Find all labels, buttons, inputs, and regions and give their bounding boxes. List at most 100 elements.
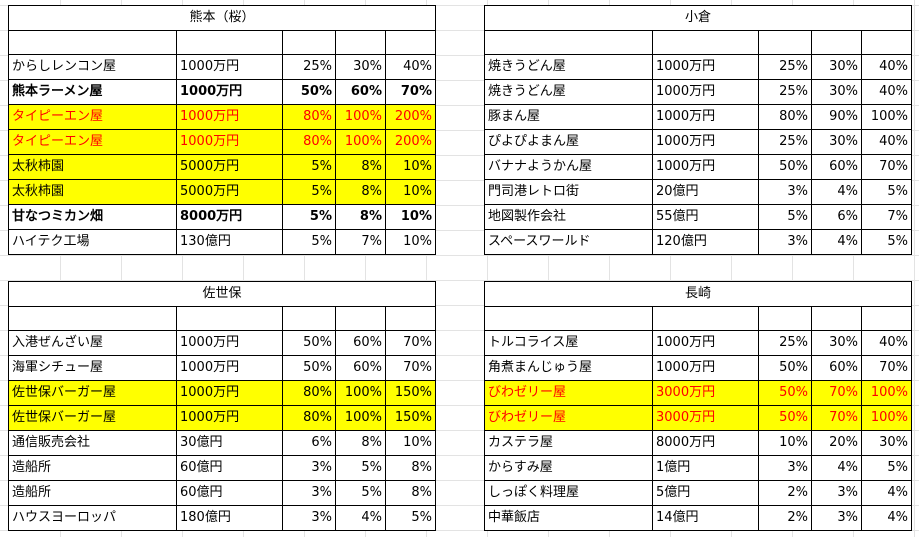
price-cell[interactable]: 30億円 [176,430,283,456]
rate-cell[interactable]: 8% [335,430,386,456]
shop-name-cell[interactable]: からしレンコン屋 [8,54,177,80]
rate-cell[interactable]: 5% [335,480,386,506]
price-cell[interactable]: 1000万円 [176,104,283,130]
cell[interactable] [385,306,436,331]
rate-cell[interactable]: 30% [335,54,386,80]
shop-name-cell[interactable]: タイピーエン屋 [8,129,177,155]
rate-cell[interactable]: 200% [385,129,436,155]
cell[interactable] [176,306,283,331]
price-cell[interactable]: 60億円 [176,480,283,506]
shop-name-cell[interactable]: 佐世保バーガー屋 [8,405,177,431]
cell[interactable] [758,306,812,331]
rate-cell[interactable]: 25% [758,129,812,155]
cell[interactable] [282,306,336,331]
price-cell[interactable]: 130億円 [176,229,283,255]
rate-cell[interactable]: 2% [758,505,812,531]
rate-cell[interactable]: 2% [758,480,812,506]
rate-cell[interactable]: 70% [811,405,862,431]
rate-cell[interactable]: 3% [811,480,862,506]
rate-cell[interactable]: 50% [758,380,812,406]
price-cell[interactable]: 20億円 [652,179,759,205]
rate-cell[interactable]: 50% [282,330,336,356]
shop-name-cell[interactable]: 門司港レトロ街 [484,179,653,205]
rate-cell[interactable]: 40% [861,129,912,155]
price-cell[interactable]: 1億円 [652,455,759,481]
rate-cell[interactable]: 5% [282,179,336,205]
cell[interactable] [811,30,862,55]
shop-name-cell[interactable]: しっぽく料理屋 [484,480,653,506]
cell[interactable] [385,30,436,55]
price-cell[interactable]: 60億円 [176,455,283,481]
rate-cell[interactable]: 8% [335,179,386,205]
price-cell[interactable]: 1000万円 [652,330,759,356]
rate-cell[interactable]: 5% [282,204,336,230]
rate-cell[interactable]: 70% [385,330,436,356]
price-cell[interactable]: 8000万円 [652,430,759,456]
rate-cell[interactable]: 5% [861,229,912,255]
rate-cell[interactable]: 4% [861,505,912,531]
rate-cell[interactable]: 50% [282,79,336,105]
price-cell[interactable]: 1000万円 [652,79,759,105]
rate-cell[interactable]: 100% [861,405,912,431]
cell[interactable] [8,306,177,331]
rate-cell[interactable]: 70% [385,79,436,105]
cell[interactable] [484,306,653,331]
rate-cell[interactable]: 100% [335,129,386,155]
rate-cell[interactable]: 8% [385,480,436,506]
rate-cell[interactable]: 100% [861,104,912,130]
rate-cell[interactable]: 40% [861,54,912,80]
rate-cell[interactable]: 30% [861,430,912,456]
rate-cell[interactable]: 60% [335,79,386,105]
shop-name-cell[interactable]: 太秋柿園 [8,179,177,205]
rate-cell[interactable]: 50% [758,154,812,180]
shop-name-cell[interactable]: スペースワールド [484,229,653,255]
rate-cell[interactable]: 8% [335,154,386,180]
rate-cell[interactable]: 150% [385,380,436,406]
shop-name-cell[interactable]: びわゼリー屋 [484,405,653,431]
shop-name-cell[interactable]: からすみ屋 [484,455,653,481]
shop-name-cell[interactable]: 通信販売会社 [8,430,177,456]
rate-cell[interactable]: 3% [758,229,812,255]
price-cell[interactable]: 1000万円 [652,104,759,130]
rate-cell[interactable]: 70% [861,154,912,180]
rate-cell[interactable]: 4% [811,229,862,255]
rate-cell[interactable]: 5% [282,229,336,255]
price-cell[interactable]: 1000万円 [652,154,759,180]
rate-cell[interactable]: 70% [811,380,862,406]
rate-cell[interactable]: 3% [758,455,812,481]
price-cell[interactable]: 8000万円 [176,204,283,230]
rate-cell[interactable]: 5% [282,154,336,180]
shop-name-cell[interactable]: 中華飯店 [484,505,653,531]
shop-name-cell[interactable]: びわゼリー屋 [484,380,653,406]
rate-cell[interactable]: 60% [335,330,386,356]
price-cell[interactable]: 5億円 [652,480,759,506]
rate-cell[interactable]: 40% [385,54,436,80]
rate-cell[interactable]: 80% [282,405,336,431]
rate-cell[interactable]: 10% [385,430,436,456]
cell[interactable] [335,30,386,55]
shop-name-cell[interactable]: 太秋柿園 [8,154,177,180]
rate-cell[interactable]: 50% [758,405,812,431]
rate-cell[interactable]: 3% [282,455,336,481]
price-cell[interactable]: 1000万円 [176,380,283,406]
rate-cell[interactable]: 5% [385,505,436,531]
price-cell[interactable]: 120億円 [652,229,759,255]
rate-cell[interactable]: 3% [282,505,336,531]
rate-cell[interactable]: 100% [335,104,386,130]
rate-cell[interactable]: 30% [811,54,862,80]
rate-cell[interactable]: 25% [758,79,812,105]
rate-cell[interactable]: 6% [282,430,336,456]
shop-name-cell[interactable]: タイピーエン屋 [8,104,177,130]
rate-cell[interactable]: 25% [758,54,812,80]
rate-cell[interactable]: 30% [811,79,862,105]
shop-name-cell[interactable]: 焼きうどん屋 [484,79,653,105]
rate-cell[interactable]: 100% [335,380,386,406]
rate-cell[interactable]: 25% [758,330,812,356]
rate-cell[interactable]: 50% [758,355,812,381]
rate-cell[interactable]: 4% [811,179,862,205]
shop-name-cell[interactable]: ハウスヨーロッパ [8,505,177,531]
table-title[interactable]: 熊本（桜） [8,5,436,31]
cell[interactable] [652,30,759,55]
shop-name-cell[interactable]: ぴよぴよまん屋 [484,129,653,155]
rate-cell[interactable]: 7% [335,229,386,255]
